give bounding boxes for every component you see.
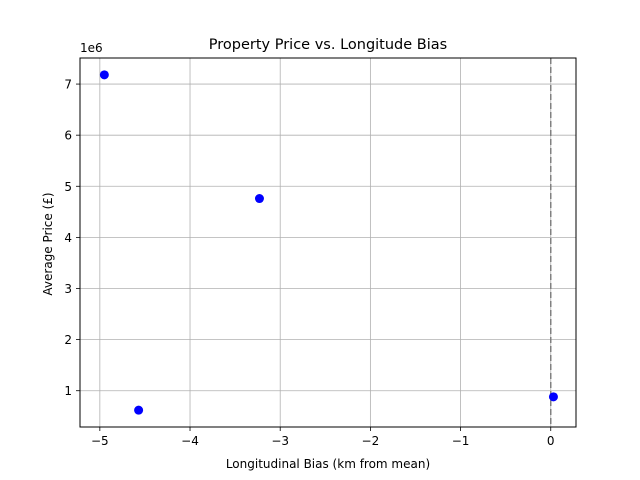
x-tick-label: −2 (362, 434, 380, 448)
y-tick-label: 7 (64, 78, 72, 92)
y-axis-ticks: 1 2 3 4 5 6 7 (64, 78, 80, 398)
data-point (99, 70, 109, 80)
grid (80, 58, 576, 427)
x-axis-label: Longitudinal Bias (km from mean) (226, 457, 430, 471)
y-axis-scale-label: 1e6 (80, 41, 103, 55)
chart-title: Property Price vs. Longitude Bias (209, 37, 447, 53)
y-tick-label: 1 (64, 384, 72, 398)
x-axis-ticks: −5 −4 −3 −2 −1 0 (91, 427, 555, 448)
y-tick-label: 2 (64, 333, 72, 347)
y-tick-label: 5 (64, 180, 72, 194)
data-point (254, 194, 264, 204)
x-tick-label: −3 (271, 434, 289, 448)
x-tick-label: 0 (547, 434, 555, 448)
y-tick-label: 4 (64, 231, 72, 245)
x-tick-label: −1 (452, 434, 470, 448)
data-point (134, 405, 144, 415)
plot-frame (79, 57, 577, 428)
x-tick-label: −5 (91, 434, 109, 448)
data-points (99, 70, 558, 415)
y-tick-label: 6 (64, 129, 72, 143)
y-axis-label: Average Price (£) (41, 192, 55, 295)
y-tick-label: 3 (64, 282, 72, 296)
data-point (548, 392, 558, 402)
x-tick-label: −4 (181, 434, 199, 448)
